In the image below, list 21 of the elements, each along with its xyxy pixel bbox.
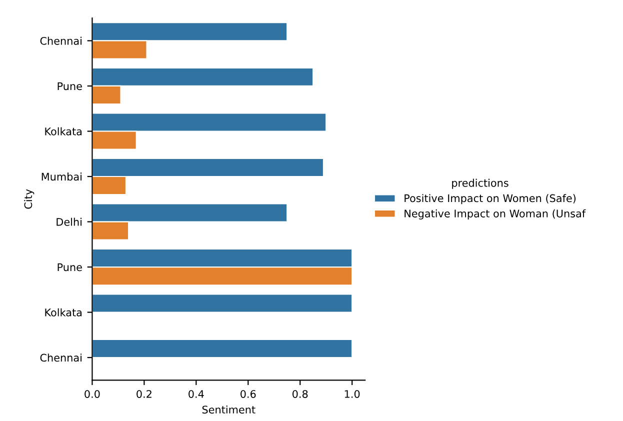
legend-label: Negative Impact on Woman (Unsaf bbox=[404, 209, 586, 220]
bar bbox=[92, 294, 353, 313]
y-tick-label: Chennai bbox=[40, 354, 82, 362]
x-axis-title: Sentiment bbox=[202, 406, 256, 414]
y-tick-label: Mumbai bbox=[42, 172, 82, 181]
x-tick-label: 0.8 bbox=[292, 390, 308, 398]
x-tick-label: 0.2 bbox=[136, 390, 152, 398]
y-tick-label: Pune bbox=[58, 263, 82, 272]
x-tick-label: 0.0 bbox=[84, 390, 100, 398]
y-tick-label: Kolkata bbox=[45, 308, 82, 316]
x-tick-label: 1.0 bbox=[344, 390, 360, 398]
y-tick-label: Pune bbox=[58, 82, 82, 90]
legend-label: Positive Impact on Women (Safe) bbox=[404, 194, 576, 204]
x-tick-label: 0.6 bbox=[240, 390, 256, 398]
legend-title: predictions bbox=[452, 178, 508, 189]
y-axis-title: City bbox=[24, 189, 34, 209]
x-tick-label: 0.4 bbox=[188, 390, 204, 398]
y-tick-label: Kolkata bbox=[45, 127, 82, 136]
y-tick-label: Delhi bbox=[56, 218, 82, 226]
bar bbox=[92, 338, 353, 358]
y-tick-label: Chennai bbox=[40, 36, 82, 45]
